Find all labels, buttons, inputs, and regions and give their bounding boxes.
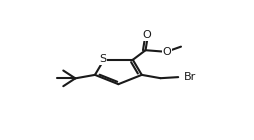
Text: O: O	[143, 30, 151, 40]
Text: S: S	[99, 54, 106, 64]
Text: Br: Br	[184, 72, 196, 82]
Text: O: O	[163, 47, 171, 57]
